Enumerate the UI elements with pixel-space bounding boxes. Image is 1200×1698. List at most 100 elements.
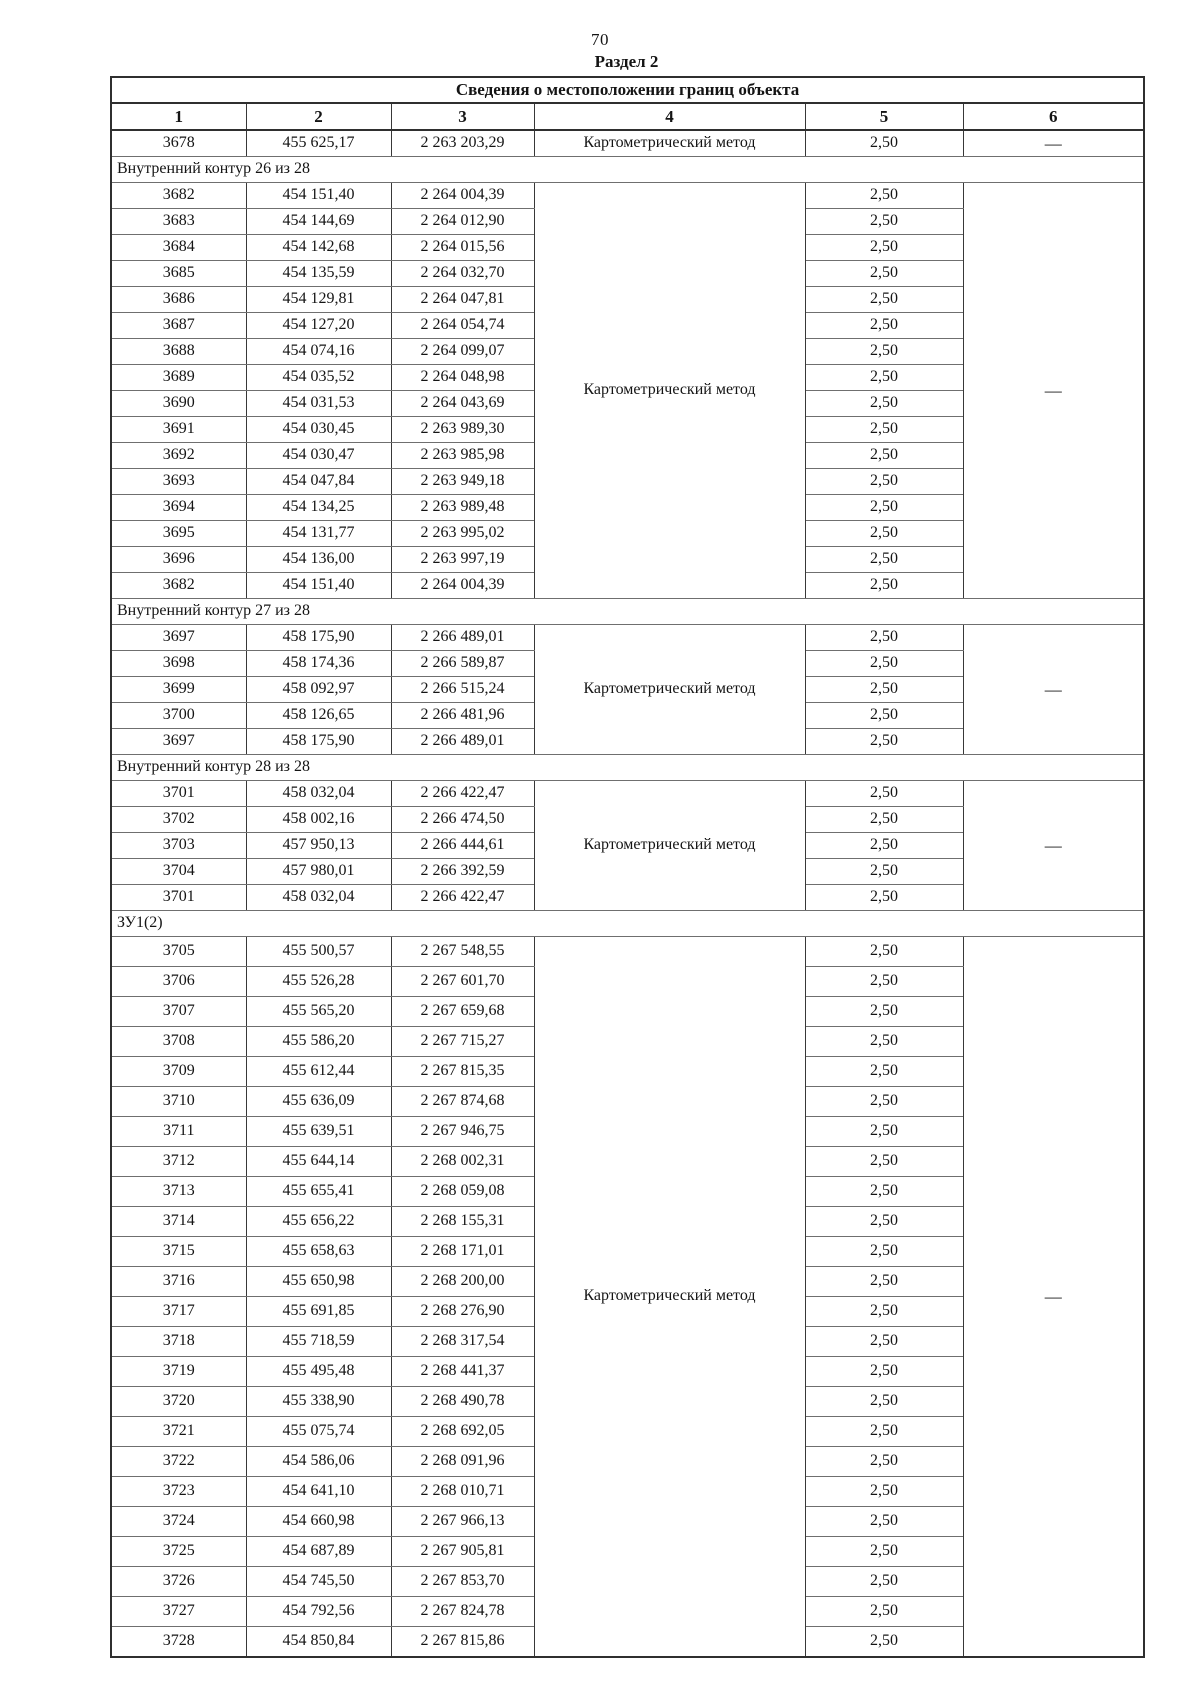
coordinate-x-cell: 454 151,40 [245, 572, 392, 599]
precision-cell: 2,50 [804, 494, 964, 521]
precision-cell: 2,50 [804, 520, 964, 547]
point-row: 3684 454 142,68 2 264 015,56 2,50 [110, 234, 1144, 261]
point-number-cell: 3693 [110, 468, 247, 495]
point-number-cell: 3697 [110, 728, 247, 755]
coordinate-x-cell: 455 075,74 [245, 1416, 392, 1447]
coordinate-y-cell: 2 267 815,35 [390, 1056, 535, 1087]
coordinate-y-cell: 2 266 422,47 [390, 884, 535, 911]
precision-cell: 2,50 [804, 1536, 964, 1567]
precision-cell: 2,50 [804, 1236, 964, 1267]
point-number-cell: 3682 [110, 182, 247, 209]
page-number: 70 [591, 30, 609, 49]
point-row: 3711 455 639,51 2 267 946,75 2,50 [110, 1116, 1144, 1147]
coordinate-y-cell: 2 267 946,75 [390, 1116, 535, 1147]
precision-cell: 2,50 [804, 208, 964, 235]
contour-section-label: Внутренний контур 28 из 28 [110, 754, 1145, 781]
coordinate-y-cell: 2 266 474,50 [390, 806, 535, 833]
coordinate-x-cell: 454 047,84 [245, 468, 392, 495]
coordinate-y-cell: 2 263 985,98 [390, 442, 535, 469]
coordinate-y-cell: 2 267 905,81 [390, 1536, 535, 1567]
coordinate-y-cell: 2 268 002,31 [390, 1146, 535, 1177]
point-row: 3685 454 135,59 2 264 032,70 2,50 [110, 260, 1144, 287]
coordinate-y-cell: 2 266 515,24 [390, 676, 535, 703]
point-number-cell: 3721 [110, 1416, 247, 1447]
point-row: 3715 455 658,63 2 268 171,01 2,50 [110, 1236, 1144, 1267]
coordinate-y-cell: 2 268 441,37 [390, 1356, 535, 1387]
precision-cell: 2,50 [804, 624, 964, 651]
precision-cell: 2,50 [804, 858, 964, 885]
coordinate-y-cell: 2 264 032,70 [390, 260, 535, 287]
point-number-cell: 3726 [110, 1566, 247, 1597]
precision-cell: 2,50 [804, 364, 964, 391]
column-header-2: 2 [245, 102, 392, 131]
point-row: 3727 454 792,56 2 267 824,78 2,50 [110, 1596, 1144, 1627]
coordinate-x-cell: 455 338,90 [245, 1386, 392, 1417]
coordinate-x-cell: 454 660,98 [245, 1506, 392, 1537]
contour-section-row: Внутренний контур 27 из 28 [110, 598, 1145, 625]
coordinate-y-cell: 2 264 043,69 [390, 390, 535, 417]
point-row: 3701 458 032,04 2 266 422,47 Картометрическ… [110, 780, 1145, 911]
precision-cell: 2,50 [804, 234, 964, 261]
precision-cell: 2,50 [804, 966, 964, 997]
point-number-cell: 3690 [110, 390, 247, 417]
contour-section-label: Внутренний контур 26 из 28 [110, 156, 1145, 183]
precision-cell: 2,50 [804, 1116, 964, 1147]
method-cell: Картометрический метод [533, 780, 806, 911]
coordinate-x-cell: 454 129,81 [245, 286, 392, 313]
point-number-cell: 3725 [110, 1536, 247, 1567]
coordinate-y-cell: 2 263 949,18 [390, 468, 535, 495]
precision-cell: 2,50 [804, 1596, 964, 1627]
coordinate-y-cell: 2 264 004,39 [390, 572, 535, 599]
point-row: 3709 455 612,44 2 267 815,35 2,50 [110, 1056, 1144, 1087]
point-row: 3697 458 175,90 2 266 489,01 2,50 [110, 728, 1144, 755]
coordinate-y-cell: 2 264 099,07 [390, 338, 535, 365]
coordinate-x-cell: 454 131,77 [245, 520, 392, 547]
boundaries-table: Сведения о местоположении границ объекта… [110, 76, 1146, 1658]
point-number-cell: 3684 [110, 234, 247, 261]
precision-cell: 2,50 [804, 442, 964, 469]
precision-cell: 2,50 [804, 1296, 964, 1327]
coordinate-y-cell: 2 264 047,81 [390, 286, 535, 313]
coordinate-x-cell: 458 002,16 [245, 806, 392, 833]
coordinate-x-cell: 454 641,10 [245, 1476, 392, 1507]
coordinate-x-cell: 457 950,13 [245, 832, 392, 859]
point-number-cell: 3724 [110, 1506, 247, 1537]
precision-cell: 2,50 [804, 1356, 964, 1387]
column-header-1: 1 [110, 102, 247, 131]
point-row: 3700 458 126,65 2 266 481,96 2,50 [110, 702, 1144, 729]
coordinate-y-cell: 2 268 171,01 [390, 1236, 535, 1267]
point-number-cell: 3682 [110, 572, 247, 599]
coordinate-x-cell: 454 687,89 [245, 1536, 392, 1567]
point-number-cell: 3708 [110, 1026, 247, 1057]
coordinate-y-cell: 2 263 203,29 [390, 129, 535, 157]
point-row: 3682 454 151,40 2 264 004,39 Картометрическ… [110, 182, 1145, 599]
coordinate-y-cell: 2 267 824,78 [390, 1596, 535, 1627]
coordinate-y-cell: 2 268 692,05 [390, 1416, 535, 1447]
method-cell: Картометрический метод [533, 624, 806, 755]
doc-section-title: Раздел 2 [594, 52, 659, 71]
point-number-cell: 3678 [110, 129, 247, 157]
point-number-cell: 3706 [110, 966, 247, 997]
coordinate-y-cell: 2 264 015,56 [390, 234, 535, 261]
point-row: 3716 455 650,98 2 268 200,00 2,50 [110, 1266, 1144, 1297]
table-body: 3678 455 625,17 2 263 203,29 Картометрическ… [110, 129, 1145, 1658]
coordinate-y-cell: 2 263 989,48 [390, 494, 535, 521]
coordinate-x-cell: 455 526,28 [245, 966, 392, 997]
coordinate-y-cell: 2 267 853,70 [390, 1566, 535, 1597]
point-number-cell: 3686 [110, 286, 247, 313]
coordinate-y-cell: 2 264 004,39 [390, 182, 535, 209]
coordinate-y-cell: 2 266 444,61 [390, 832, 535, 859]
coordinate-y-cell: 2 264 054,74 [390, 312, 535, 339]
accuracy-cell: — [962, 780, 1145, 911]
point-number-cell: 3683 [110, 208, 247, 235]
precision-cell: 2,50 [804, 546, 964, 573]
column-header-5: 5 [804, 102, 964, 131]
coordinate-x-cell: 454 144,69 [245, 208, 392, 235]
coordinate-y-cell: 2 268 317,54 [390, 1326, 535, 1357]
precision-cell: 2,50 [804, 1326, 964, 1357]
coordinate-x-cell: 458 092,97 [245, 676, 392, 703]
coordinate-x-cell: 454 030,45 [245, 416, 392, 443]
coordinate-x-cell: 458 174,36 [245, 650, 392, 677]
precision-cell: 2,50 [804, 1626, 964, 1658]
precision-cell: 2,50 [804, 1446, 964, 1477]
